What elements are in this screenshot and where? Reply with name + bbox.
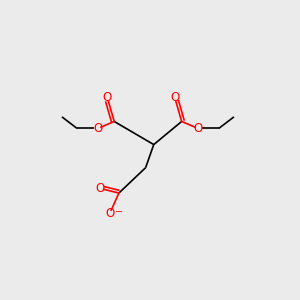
Text: O: O (193, 122, 203, 135)
Text: −: − (115, 207, 123, 217)
Text: O: O (93, 122, 103, 135)
Text: O: O (170, 91, 179, 104)
Text: O: O (105, 207, 114, 220)
Text: O: O (96, 182, 105, 195)
Text: O: O (103, 91, 112, 104)
